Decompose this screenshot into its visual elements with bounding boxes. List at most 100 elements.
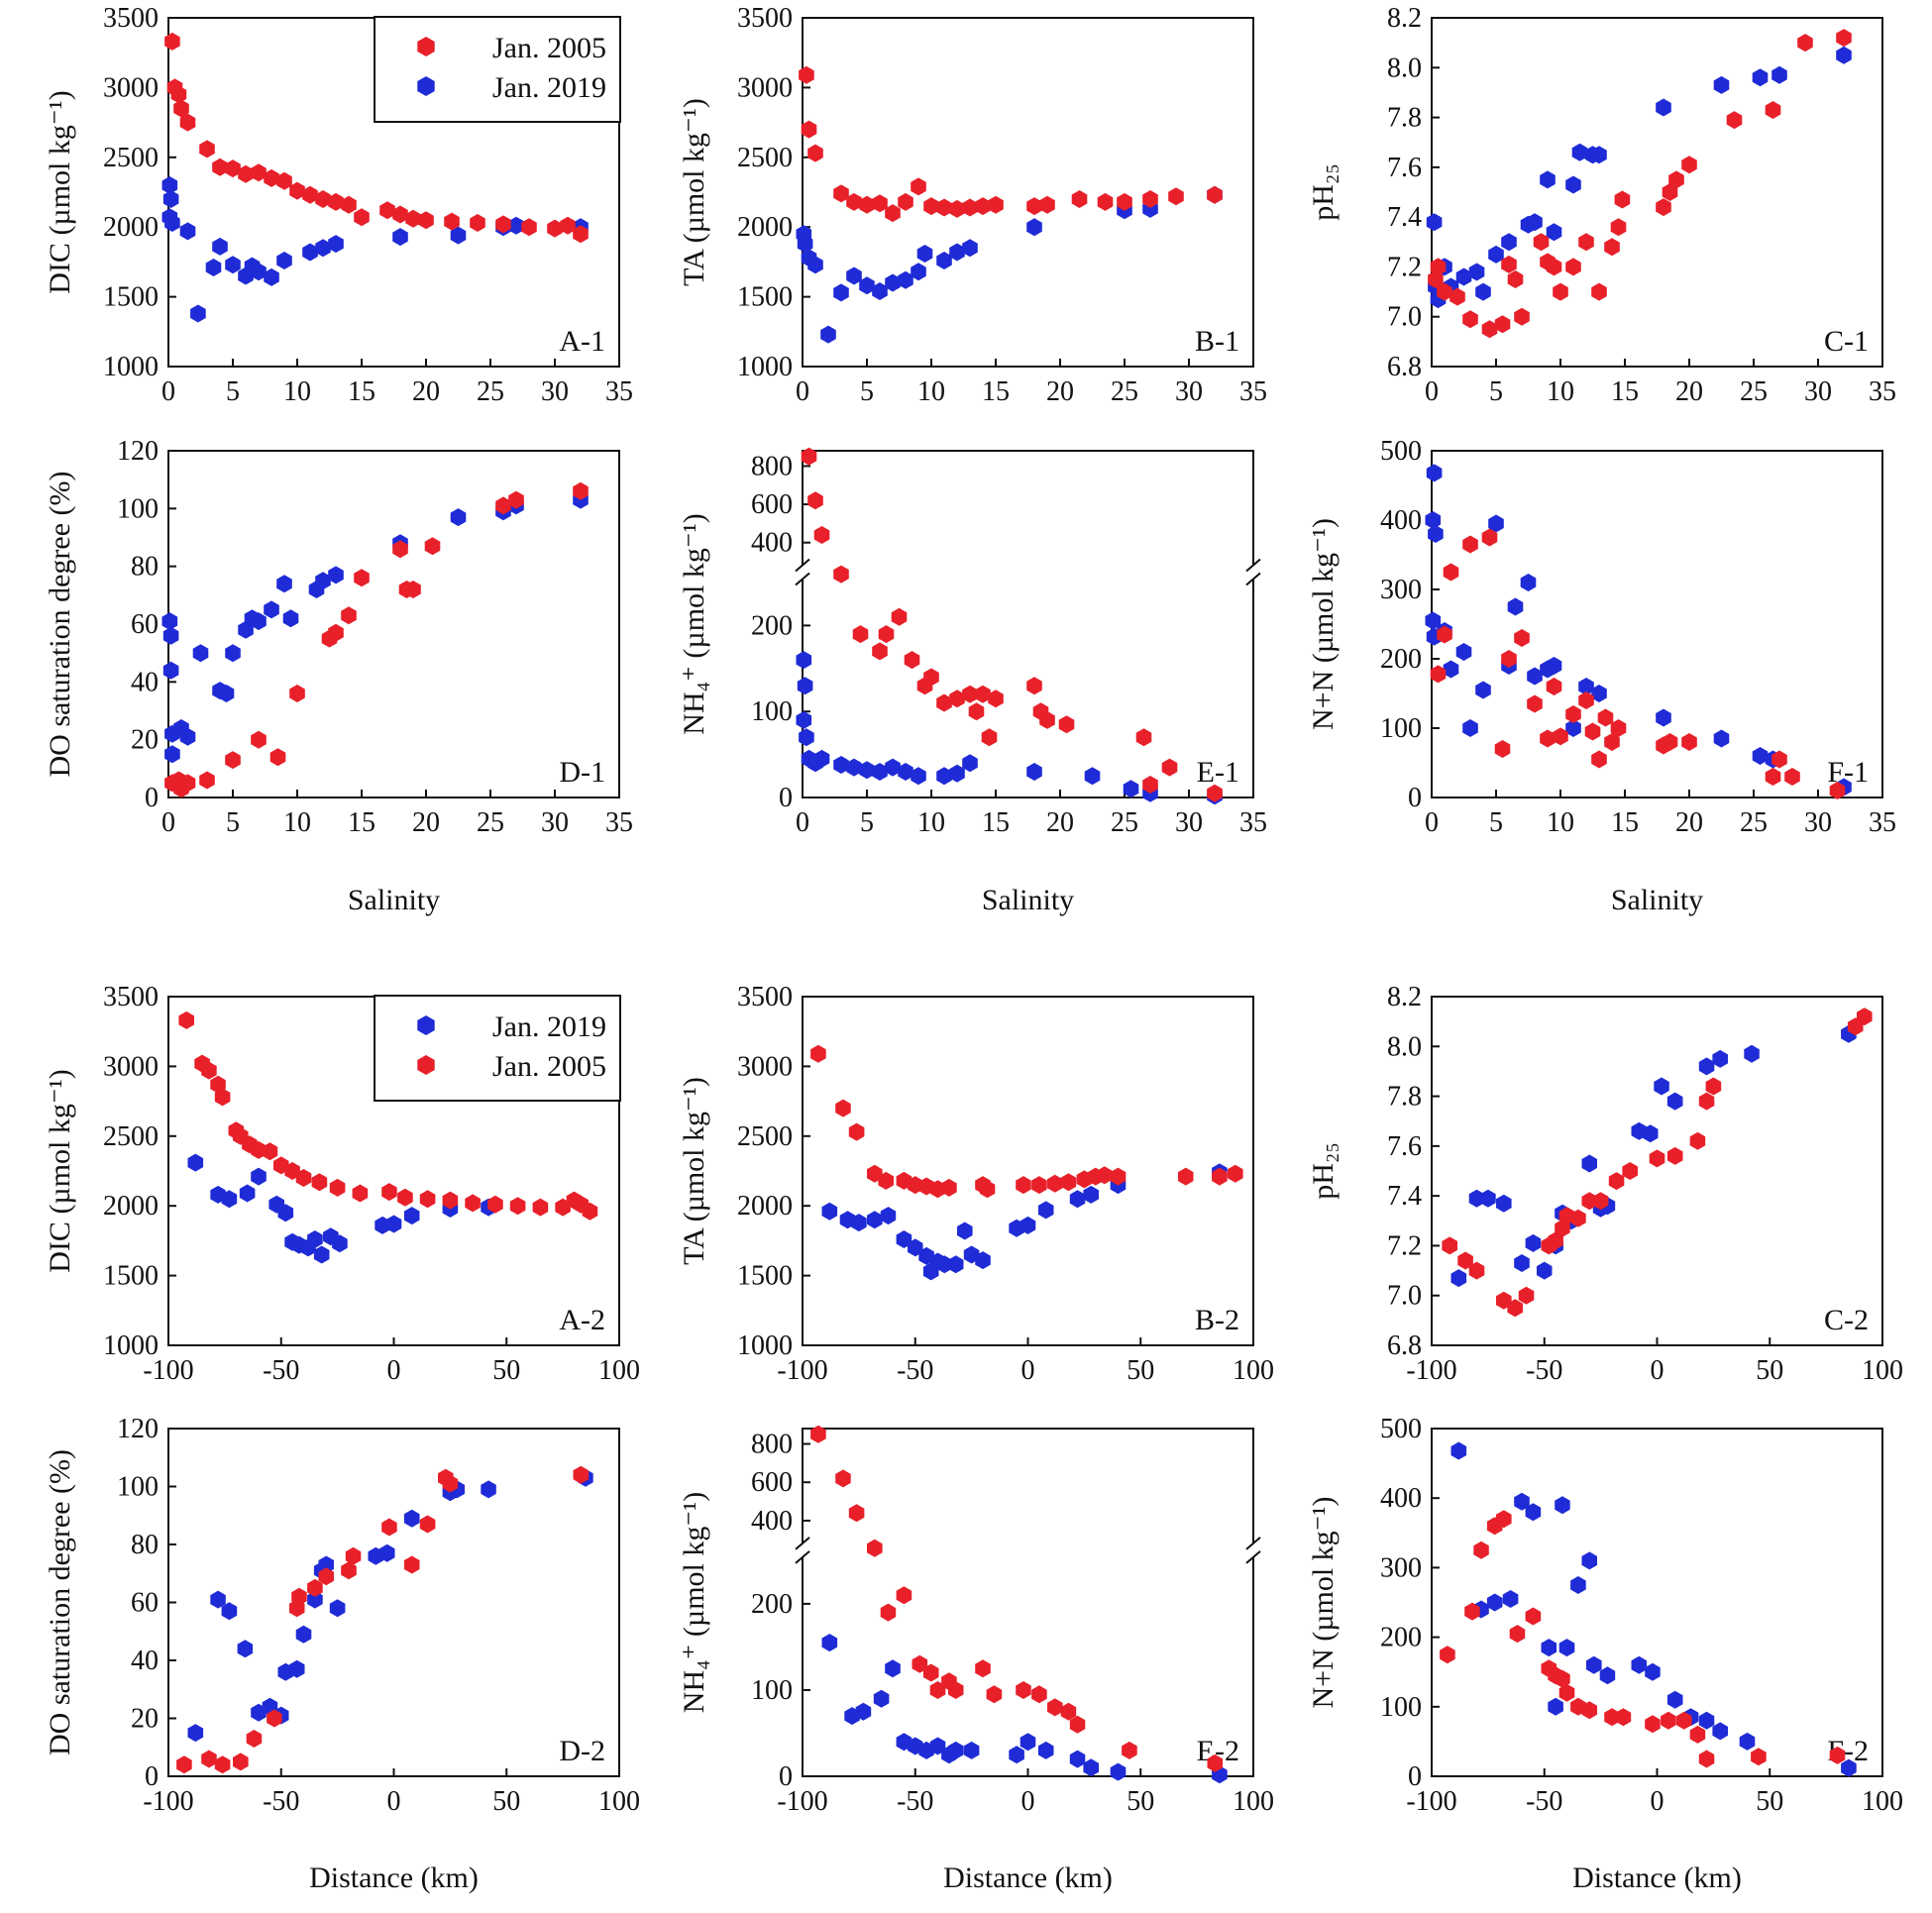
data-point-jan2005 xyxy=(962,685,978,703)
y-axis-title: TA (µmol kg⁻¹) xyxy=(678,1077,710,1265)
data-point-jan2005 xyxy=(1555,1669,1570,1688)
data-point-jan2019 xyxy=(1841,1758,1857,1777)
y-tick-label: 2000 xyxy=(103,1191,159,1222)
x-tick-label: 50 xyxy=(1756,1786,1783,1817)
data-point-jan2005 xyxy=(975,197,991,216)
data-point-jan2019 xyxy=(1744,1044,1760,1063)
y-tick-label: 400 xyxy=(751,528,793,559)
x-tick-label: 50 xyxy=(492,1786,520,1817)
series-jan2005 xyxy=(799,65,1223,223)
legend-marker-jan2005 xyxy=(417,1055,435,1075)
data-point-jan2005 xyxy=(885,204,901,223)
y-axis-title: pH₂₅ xyxy=(1307,163,1340,221)
data-point-jan2005 xyxy=(1751,1748,1767,1766)
data-point-jan2019 xyxy=(936,252,952,269)
data-point-jan2019 xyxy=(962,754,978,773)
data-point-jan2019 xyxy=(403,1207,420,1225)
data-point-jan2019 xyxy=(911,767,926,786)
y-tick-label: 200 xyxy=(1380,644,1422,675)
data-point-jan2005 xyxy=(1662,733,1678,751)
legend-label: Jan. 2019 xyxy=(492,1010,606,1043)
data-point-jan2019 xyxy=(1739,1732,1756,1751)
x-tick-label: 0 xyxy=(796,376,809,407)
data-point-jan2019 xyxy=(1698,1057,1715,1076)
data-point-jan2005 xyxy=(1546,258,1562,276)
x-tick-label: 50 xyxy=(1127,1786,1154,1817)
series-jan2019 xyxy=(187,1153,496,1264)
data-point-jan2005 xyxy=(833,184,849,203)
x-tick-label: 15 xyxy=(1611,376,1639,407)
legend-label: Jan. 2019 xyxy=(492,71,606,104)
data-point-jan2005 xyxy=(1142,190,1158,208)
data-point-jan2019 xyxy=(179,727,196,746)
x-tick-label: 10 xyxy=(283,376,311,407)
y-axis-title: DO saturation degree (%) xyxy=(44,471,76,777)
data-point-jan2005 xyxy=(179,113,196,132)
data-point-jan2019 xyxy=(1642,1124,1659,1143)
data-point-jan2019 xyxy=(1083,1185,1099,1204)
x-tick-label: 0 xyxy=(1021,1786,1035,1817)
data-point-jan2005 xyxy=(1662,183,1678,201)
data-point-jan2019 xyxy=(873,1689,890,1708)
data-point-jan2019 xyxy=(1581,1551,1597,1570)
data-point-jan2005 xyxy=(1026,197,1042,216)
data-point-jan2019 xyxy=(872,763,888,781)
data-point-jan2005 xyxy=(1533,233,1550,252)
series-jan2005 xyxy=(176,1465,590,1774)
data-point-jan2019 xyxy=(820,325,836,344)
y-tick-label: 100 xyxy=(117,493,159,524)
series-jan2019 xyxy=(821,1634,1228,1784)
data-point-jan2019 xyxy=(799,728,814,747)
x-tick-label: 5 xyxy=(1489,807,1503,838)
data-point-jan2005 xyxy=(1645,1715,1661,1734)
y-tick-label: 200 xyxy=(751,610,793,641)
data-point-jan2005 xyxy=(341,606,357,625)
data-point-jan2019 xyxy=(1110,1762,1127,1781)
x-tick-label: 30 xyxy=(1804,376,1832,407)
data-point-jan2019 xyxy=(225,644,241,663)
x-tick-label: 25 xyxy=(477,376,504,407)
data-point-jan2005 xyxy=(403,1555,420,1574)
data-point-jan2019 xyxy=(1645,1662,1661,1681)
y-tick-label: 1500 xyxy=(737,1261,793,1292)
y-tick-label: 400 xyxy=(1380,1483,1422,1514)
y-tick-label: 7.0 xyxy=(1387,302,1422,333)
data-point-jan2019 xyxy=(190,304,206,323)
data-point-jan2005 xyxy=(1518,1286,1535,1305)
x-tick-label: 0 xyxy=(387,1786,401,1817)
x-tick-label: -100 xyxy=(143,1786,193,1817)
data-point-jan2019 xyxy=(1428,525,1444,543)
data-point-jan2005 xyxy=(1031,1685,1047,1704)
series-jan2005 xyxy=(1440,1510,1846,1768)
y-tick-label: 2500 xyxy=(737,143,793,173)
y-tick-label: 2500 xyxy=(103,143,159,173)
data-point-jan2005 xyxy=(807,144,823,162)
x-tick-label: 10 xyxy=(917,376,945,407)
data-point-jan2005 xyxy=(379,201,395,220)
x-tick-label: 5 xyxy=(226,807,240,838)
data-point-jan2019 xyxy=(855,1702,872,1721)
data-point-jan2019 xyxy=(385,1215,402,1233)
data-point-jan2019 xyxy=(329,1599,346,1618)
data-point-jan2005 xyxy=(1681,156,1697,174)
data-point-jan2005 xyxy=(267,1709,282,1728)
data-point-jan2005 xyxy=(1473,1541,1489,1559)
data-point-jan2005 xyxy=(1161,758,1178,777)
x-tick-label: 0 xyxy=(1651,1786,1664,1817)
y-tick-label: 80 xyxy=(131,552,159,583)
x-axis-title: Salinity xyxy=(348,884,440,916)
data-point-jan2005 xyxy=(1784,768,1800,786)
data-point-jan2019 xyxy=(833,756,849,774)
series-jan2005 xyxy=(164,32,589,244)
data-point-jan2019 xyxy=(1713,729,1730,748)
y-tick-label: 0 xyxy=(1408,783,1422,813)
data-point-jan2005 xyxy=(1591,750,1607,769)
data-point-jan2019 xyxy=(1455,267,1472,286)
data-point-jan2005 xyxy=(487,1195,503,1214)
data-point-jan2019 xyxy=(239,1184,256,1203)
data-point-jan2005 xyxy=(988,690,1004,708)
data-point-jan2019 xyxy=(1425,511,1442,529)
data-point-jan2005 xyxy=(465,1194,481,1213)
x-axis-title: Distance (km) xyxy=(309,1861,479,1894)
data-point-jan2005 xyxy=(201,1750,217,1768)
